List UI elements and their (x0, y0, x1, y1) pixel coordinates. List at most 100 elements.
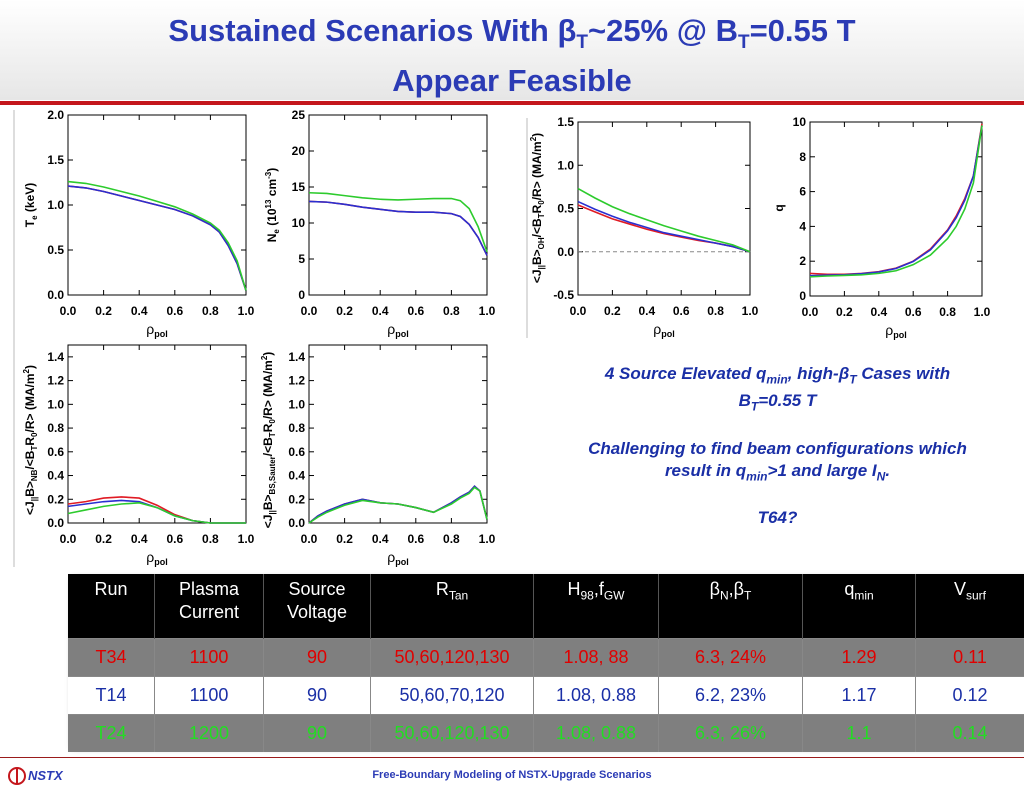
chart-jbs: 0.0 0.2 0.4 0.6 0.8 1.0 0.0 0.2 0.4 0.6 0.8 1.0 1.2 1… (288, 344, 496, 567)
x-tick-label: 0.6 (905, 305, 922, 319)
x-tick-label: 0.8 (707, 304, 724, 318)
chart-ne: 0.0 0.2 0.4 0.6 0.8 1.0 0 5 10 15 20 25 ρpol (292, 108, 496, 339)
x-tick-label: 0.4 (372, 532, 389, 546)
results-table: Run Plasma Current Source Voltage RTan H98… (68, 574, 1024, 752)
col-run: Run (68, 574, 155, 639)
logo-text: NSTX (28, 768, 63, 783)
x-tick-label: 0.4 (870, 305, 887, 319)
y-tick-label: 6 (799, 185, 806, 199)
y-tick-label: 0.0 (557, 245, 574, 259)
x-tick-label: 0.6 (673, 304, 690, 318)
plot-frame (67, 344, 247, 524)
y-tick-label: 0.5 (557, 202, 574, 216)
jnb-y-label: <J||B>NB/<BTR0/R> (MA/m2) (22, 365, 39, 515)
y-tick-label: 5 (298, 252, 305, 266)
x-tick-label: 1.0 (238, 304, 255, 318)
y-tick-label: 1.2 (47, 374, 64, 388)
y-tick-label: 0 (799, 289, 806, 303)
y-tick-label: 0.0 (47, 516, 64, 530)
x-tick-label: 0.4 (372, 304, 389, 318)
chart-jnb: 0.0 0.2 0.4 0.6 0.8 1.0 0.0 0.2 0.4 0.6 0.8 1.0 1.2 1… (47, 344, 255, 567)
x-tick-label: 1.0 (974, 305, 991, 319)
x-tick-label: 0.8 (443, 304, 460, 318)
x-tick-label: 0.4 (638, 304, 655, 318)
x-tick-label: 0.2 (836, 305, 853, 319)
slide-title: Sustained Scenarios With βT~25% @ BT=0.5… (0, 12, 1024, 100)
series-line-green (577, 187, 751, 253)
x-tick-label: 0.6 (407, 532, 424, 546)
x-tick-label: 0.8 (939, 305, 956, 319)
caption: 4 Source Elevated qmin, high-βT Cases wi… (540, 363, 1015, 549)
x-tick-label: 0.8 (202, 532, 219, 546)
q-y-label: q (772, 204, 786, 211)
x-tick-label: 0.4 (131, 304, 148, 318)
jbs-y-label: <J||B>BS,Sauter/<BTR0/R> (MA/m2) (260, 352, 277, 529)
x-tick-label: 0.0 (570, 304, 587, 318)
x-axis-label: ρpol (146, 321, 167, 339)
series-line-green (308, 486, 488, 524)
plots-area: 0.0 0.2 0.4 0.6 0.8 1.0 0.0 0.5 1.0 1.5 2.0 ρpol 0.0… (13, 108, 991, 567)
x-tick-label: 0.8 (202, 304, 219, 318)
col-beta: βN,βT (658, 574, 803, 639)
caption-para-1: 4 Source Elevated qmin, high-βT Cases wi… (604, 364, 951, 414)
x-tick-label: 0.2 (95, 304, 112, 318)
x-axis-label: ρpol (387, 549, 408, 567)
y-tick-label: 0.5 (47, 243, 64, 257)
x-tick-label: 0.0 (60, 304, 77, 318)
x-axis-label: ρpol (885, 322, 906, 340)
x-tick-label: 1.0 (479, 532, 496, 546)
title-divider (0, 101, 1024, 105)
x-tick-label: 0.0 (802, 305, 819, 319)
title-line-2: Appear Feasible (392, 63, 632, 99)
x-tick-label: 1.0 (479, 304, 496, 318)
y-tick-label: 1.5 (47, 153, 64, 167)
y-tick-label: 1.4 (288, 350, 305, 364)
y-tick-label: 1.0 (557, 158, 574, 172)
y-tick-label: -0.5 (553, 288, 574, 302)
y-tick-label: 25 (292, 108, 306, 122)
x-tick-label: 0.0 (60, 532, 77, 546)
series-line-green (67, 180, 247, 291)
y-tick-label: 1.0 (47, 397, 64, 411)
chart-joh: 0.0 0.2 0.4 0.6 0.8 1.0 -0.5 0.0 0.5 1.0 1.5 ρpol (553, 115, 758, 339)
y-tick-label: 0.2 (47, 492, 64, 506)
y-tick-label: 0.4 (47, 469, 64, 483)
x-tick-label: 0.0 (301, 304, 318, 318)
title-line-1: Sustained Scenarios With βT~25% @ BT=0.5… (168, 13, 856, 54)
y-tick-label: 15 (292, 180, 306, 194)
caption-para-3: T64? (757, 508, 798, 528)
y-tick-label: 10 (292, 216, 306, 230)
y-tick-label: 0.8 (288, 421, 305, 435)
y-tick-label: 2.0 (47, 108, 64, 122)
x-axis-label: ρpol (146, 549, 167, 567)
y-tick-label: 1.5 (557, 115, 574, 129)
col-rtan: RTan (370, 574, 534, 639)
chart-te: 0.0 0.2 0.4 0.6 0.8 1.0 0.0 0.5 1.0 1.5 2.0 ρpol (47, 108, 254, 339)
joh-y-label: <J||B>OH/<BTR0/R> (MA/m2) (529, 133, 546, 283)
y-tick-label: 8 (799, 150, 806, 164)
x-axis-label: ρpol (653, 321, 674, 339)
chart-q: 0.0 0.2 0.4 0.6 0.8 1.0 0 2 4 6 8 10 ρpol (793, 115, 991, 340)
table-row: T34 1100 90 50,60,120,130 1.08, 88 6.3, 24% 1.… (68, 638, 1024, 677)
y-tick-label: 1.2 (288, 374, 305, 388)
table-row: T24 1200 90 50,60,120,130 1.08, 0.88 6.3, 26%… (68, 714, 1024, 752)
y-tick-label: 10 (793, 115, 807, 129)
x-tick-label: 0.0 (301, 532, 318, 546)
x-tick-label: 0.4 (131, 532, 148, 546)
x-tick-label: 0.2 (604, 304, 621, 318)
x-tick-label: 0.6 (166, 304, 183, 318)
x-tick-label: 0.2 (95, 532, 112, 546)
y-tick-label: 1.4 (47, 350, 64, 364)
y-tick-label: 0.8 (47, 421, 64, 435)
y-tick-label: 0.0 (47, 288, 64, 302)
col-vsurf: Vsurf (915, 574, 1024, 639)
x-tick-label: 0.6 (407, 304, 424, 318)
col-plasma-current: Plasma Current (154, 574, 264, 639)
x-tick-label: 1.0 (238, 532, 255, 546)
series-line-blue (67, 185, 247, 291)
te-y-label: Te (keV) (23, 183, 39, 227)
y-tick-label: 4 (799, 219, 806, 233)
plot-frame (308, 344, 488, 524)
x-tick-label: 0.2 (336, 304, 353, 318)
series-line-green (67, 502, 246, 524)
